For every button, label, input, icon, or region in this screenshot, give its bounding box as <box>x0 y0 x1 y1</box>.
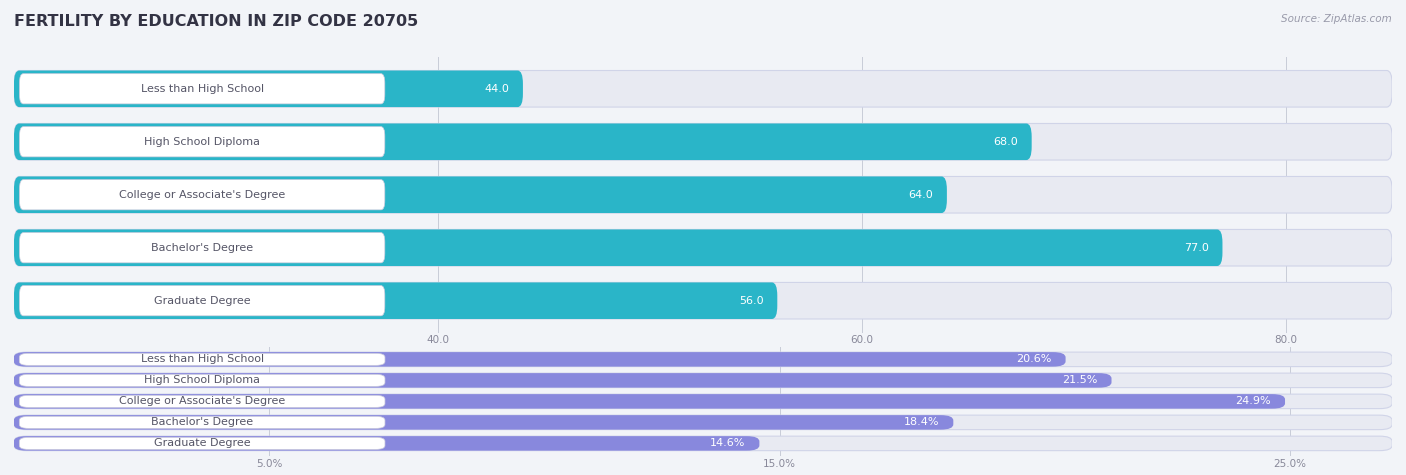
Text: High School Diploma: High School Diploma <box>145 137 260 147</box>
FancyBboxPatch shape <box>14 177 946 213</box>
FancyBboxPatch shape <box>14 415 1392 429</box>
FancyBboxPatch shape <box>20 127 385 157</box>
FancyBboxPatch shape <box>20 353 385 365</box>
FancyBboxPatch shape <box>14 436 759 451</box>
FancyBboxPatch shape <box>20 74 385 104</box>
FancyBboxPatch shape <box>14 70 523 107</box>
FancyBboxPatch shape <box>20 285 385 316</box>
FancyBboxPatch shape <box>20 417 385 428</box>
Text: Less than High School: Less than High School <box>141 84 264 94</box>
Text: 64.0: 64.0 <box>908 190 934 200</box>
Text: 44.0: 44.0 <box>484 84 509 94</box>
Text: FERTILITY BY EDUCATION IN ZIP CODE 20705: FERTILITY BY EDUCATION IN ZIP CODE 20705 <box>14 14 419 29</box>
FancyBboxPatch shape <box>14 394 1285 408</box>
FancyBboxPatch shape <box>14 436 1392 451</box>
Text: 68.0: 68.0 <box>993 137 1018 147</box>
FancyBboxPatch shape <box>14 70 1392 107</box>
FancyBboxPatch shape <box>14 415 953 429</box>
FancyBboxPatch shape <box>14 124 1392 160</box>
FancyBboxPatch shape <box>14 283 1392 319</box>
Text: Bachelor's Degree: Bachelor's Degree <box>150 418 253 428</box>
Text: 14.6%: 14.6% <box>710 438 745 448</box>
FancyBboxPatch shape <box>20 233 385 263</box>
FancyBboxPatch shape <box>14 373 1392 388</box>
FancyBboxPatch shape <box>14 229 1222 266</box>
Text: High School Diploma: High School Diploma <box>145 375 260 385</box>
Text: Graduate Degree: Graduate Degree <box>153 296 250 306</box>
Text: 21.5%: 21.5% <box>1062 375 1098 385</box>
Text: Bachelor's Degree: Bachelor's Degree <box>150 243 253 253</box>
FancyBboxPatch shape <box>20 374 385 386</box>
Text: College or Associate's Degree: College or Associate's Degree <box>120 396 285 407</box>
Text: Source: ZipAtlas.com: Source: ZipAtlas.com <box>1281 14 1392 24</box>
FancyBboxPatch shape <box>14 283 778 319</box>
FancyBboxPatch shape <box>14 177 1392 213</box>
Text: College or Associate's Degree: College or Associate's Degree <box>120 190 285 200</box>
Text: Less than High School: Less than High School <box>141 354 264 364</box>
Text: 18.4%: 18.4% <box>904 418 939 428</box>
Text: 77.0: 77.0 <box>1184 243 1209 253</box>
FancyBboxPatch shape <box>14 373 1112 388</box>
FancyBboxPatch shape <box>20 437 385 449</box>
FancyBboxPatch shape <box>14 352 1066 367</box>
FancyBboxPatch shape <box>14 394 1392 408</box>
Text: 24.9%: 24.9% <box>1236 396 1271 407</box>
FancyBboxPatch shape <box>14 229 1392 266</box>
FancyBboxPatch shape <box>20 395 385 408</box>
FancyBboxPatch shape <box>20 180 385 210</box>
Text: Graduate Degree: Graduate Degree <box>153 438 250 448</box>
FancyBboxPatch shape <box>14 352 1392 367</box>
Text: 56.0: 56.0 <box>738 296 763 306</box>
FancyBboxPatch shape <box>14 124 1032 160</box>
Text: 20.6%: 20.6% <box>1017 354 1052 364</box>
